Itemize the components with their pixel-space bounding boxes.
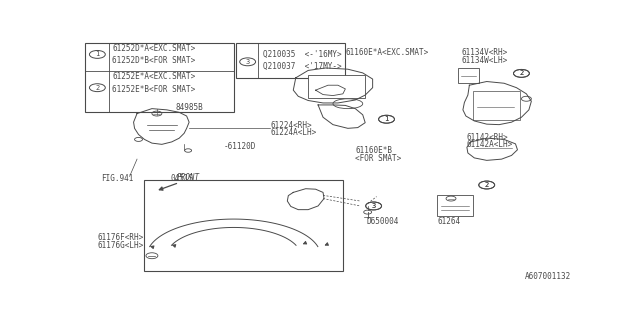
Text: Q210035  <-'16MY>: Q210035 <-'16MY> xyxy=(262,50,341,59)
Text: 0451S: 0451S xyxy=(170,174,193,183)
Text: 61252D*B<FOR SMAT>: 61252D*B<FOR SMAT> xyxy=(112,56,195,65)
Text: A607001132: A607001132 xyxy=(525,272,571,281)
Text: 61252E*A<EXC.SMAT>: 61252E*A<EXC.SMAT> xyxy=(112,72,195,81)
Text: 61160E*A<EXC.SMAT>: 61160E*A<EXC.SMAT> xyxy=(346,48,429,57)
Text: 61252E*B<FOR SMAT>: 61252E*B<FOR SMAT> xyxy=(112,85,195,94)
Text: 2: 2 xyxy=(519,70,524,76)
Text: Q210037  <'17MY->: Q210037 <'17MY-> xyxy=(262,62,341,71)
Text: D650004: D650004 xyxy=(367,217,399,226)
Text: 61264: 61264 xyxy=(437,217,460,226)
Text: 61142A<LH>: 61142A<LH> xyxy=(467,140,513,149)
Text: 2: 2 xyxy=(484,182,489,188)
Text: 61176G<LH>: 61176G<LH> xyxy=(97,241,143,250)
Text: 1: 1 xyxy=(385,116,388,122)
Text: 3: 3 xyxy=(371,203,376,209)
Text: FRONT: FRONT xyxy=(177,173,200,182)
Text: 1: 1 xyxy=(95,52,99,57)
Text: 61224A<LH>: 61224A<LH> xyxy=(271,128,317,137)
Bar xyxy=(437,195,473,216)
Text: 3: 3 xyxy=(371,203,376,209)
Text: 1: 1 xyxy=(385,116,388,122)
Text: FIG.941: FIG.941 xyxy=(101,174,133,183)
Bar xyxy=(474,92,520,120)
Text: 61134V<RH>: 61134V<RH> xyxy=(462,48,508,57)
Text: 3: 3 xyxy=(246,59,250,65)
Bar xyxy=(236,43,346,78)
Text: 2: 2 xyxy=(519,70,524,76)
Text: 84985B: 84985B xyxy=(175,103,203,112)
Text: 61160E*B: 61160E*B xyxy=(355,146,392,155)
Text: 2: 2 xyxy=(95,85,99,91)
Bar xyxy=(458,68,479,83)
Bar xyxy=(145,180,343,271)
Text: 61142<RH>: 61142<RH> xyxy=(467,133,509,142)
Text: <FOR SMAT>: <FOR SMAT> xyxy=(355,154,401,163)
Text: 61176F<RH>: 61176F<RH> xyxy=(97,234,143,243)
Ellipse shape xyxy=(333,99,363,108)
Text: 61224<RH>: 61224<RH> xyxy=(271,121,312,130)
Bar xyxy=(85,43,234,112)
Bar xyxy=(308,75,365,98)
Text: -61120D: -61120D xyxy=(224,142,256,151)
Text: 61252D*A<EXC.SMAT>: 61252D*A<EXC.SMAT> xyxy=(112,44,195,53)
Text: 61134W<LH>: 61134W<LH> xyxy=(462,56,508,65)
Text: 2: 2 xyxy=(484,182,489,188)
